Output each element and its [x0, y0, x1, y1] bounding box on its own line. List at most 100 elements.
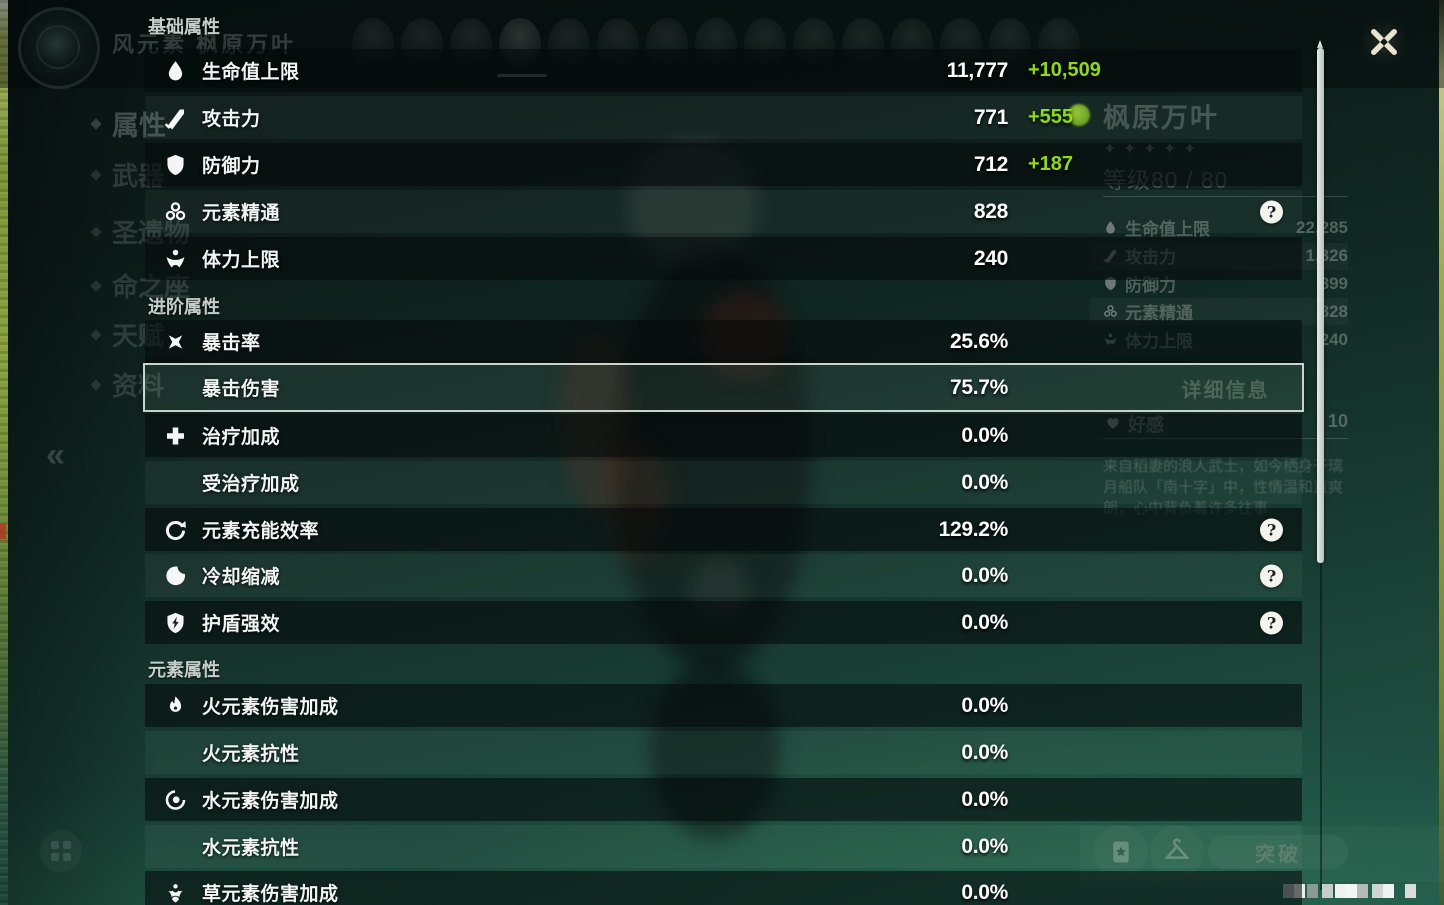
world-edge-red-mark: [0, 524, 6, 539]
world-edge-left-strip: [0, 0, 8, 905]
stat-bonus: +555: [1028, 106, 1074, 128]
stat-row-hydro-dmg-bonus[interactable]: 水元素伤害加成 0.0%: [145, 778, 1302, 821]
ascend-button[interactable]: 突破: [1208, 835, 1348, 869]
help-icon[interactable]: ?: [1260, 564, 1283, 587]
stat-row-shield-strength[interactable]: 护盾强效 0.0% ?: [145, 601, 1302, 644]
stat-row-dendro-dmg-bonus[interactable]: 草元素伤害加成 0.0%: [145, 871, 1302, 905]
stat-row-max-stamina[interactable]: 体力上限 240: [145, 237, 1302, 280]
diamond-bullet-icon: [90, 328, 102, 341]
bg-stat-label: 生命值上限: [1125, 220, 1210, 239]
stat-value: 0.0%: [961, 787, 1008, 811]
stat-value: 0.0%: [961, 470, 1008, 494]
elemental-mastery-icon: [164, 200, 187, 223]
dendro-icon: [164, 881, 187, 904]
stat-row-energy-recharge[interactable]: 元素充能效率 129.2% ?: [145, 508, 1302, 551]
stat-value: 0.0%: [961, 563, 1008, 587]
stat-label: 护盾强效: [202, 614, 281, 635]
mosaic-block: [1322, 884, 1333, 898]
mosaic-block: [1335, 884, 1346, 898]
bg-stat-row: 元素精通 828: [1103, 298, 1348, 325]
bg-stat-label: 防御力: [1125, 276, 1176, 295]
bg-stat-row: 防御力 899: [1103, 270, 1348, 297]
character-name: 枫原万叶: [1103, 103, 1219, 133]
scrollbar-thumb[interactable]: [1317, 48, 1324, 563]
menu-button[interactable]: [40, 830, 82, 872]
stat-row-healing-bonus[interactable]: 治疗加成 0.0%: [145, 414, 1302, 457]
help-icon[interactable]: ?: [1260, 518, 1283, 541]
scrollbar-tip: [1317, 40, 1323, 48]
stat-row-hydro-res[interactable]: 水元素抗性 0.0%: [145, 825, 1302, 868]
stat-label: 元素精通: [202, 203, 281, 224]
def-icon: [164, 153, 187, 176]
hp-icon: [164, 59, 187, 82]
left-shade: [8, 0, 158, 905]
sidebar-item-label: 属性: [112, 111, 166, 141]
stat-label: 元素充能效率: [202, 521, 320, 542]
bg-stat-value: 240: [1319, 329, 1348, 349]
stat-value: 0.0%: [961, 880, 1008, 904]
mosaic-block: [1307, 884, 1318, 898]
stat-value: 0.0%: [961, 423, 1008, 447]
stat-label: 水元素伤害加成: [202, 791, 339, 812]
stat-row-pyro-res[interactable]: 火元素抗性 0.0%: [145, 731, 1302, 774]
stat-label: 火元素伤害加成: [202, 697, 339, 718]
stat-row-max-hp[interactable]: 生命值上限 11,777 +10,509: [145, 49, 1302, 92]
mosaic-block: [1405, 884, 1416, 898]
close-icon: [1367, 25, 1401, 59]
healing-bonus-icon: [164, 424, 187, 447]
character-description-line: 月船队「南十字」中，性情温和直爽: [1103, 479, 1344, 496]
world-edge-right-strip: [1439, 0, 1444, 905]
stat-value: 0.0%: [961, 834, 1008, 858]
bg-stat-row: 生命值上限 22,285: [1103, 214, 1348, 241]
stat-row-def[interactable]: 防御力 712 +187: [145, 143, 1302, 186]
stat-row-crit-dmg-selected[interactable]: 暴击伤害 75.7%: [143, 363, 1304, 412]
diamond-bullet-icon: [90, 378, 102, 391]
stat-value: 25.6%: [949, 329, 1008, 353]
crit-rate-icon: [164, 330, 187, 353]
shield-strength-icon: [164, 611, 187, 634]
stat-value: 129.2%: [938, 517, 1009, 541]
stat-value: 828: [973, 199, 1008, 223]
hydro-icon: [164, 788, 187, 811]
sidebar-item-attributes[interactable]: 属性: [90, 104, 166, 143]
stat-value: 0.0%: [961, 610, 1008, 634]
stat-row-pyro-dmg-bonus[interactable]: 火元素伤害加成 0.0%: [145, 684, 1302, 727]
stat-row-incoming-healing-bonus[interactable]: 受治疗加成 0.0%: [145, 461, 1302, 504]
stat-label: 暴击率: [202, 333, 261, 354]
stat-label: 草元素伤害加成: [202, 884, 339, 905]
element-emblem-core: [36, 25, 80, 69]
stat-row-cd-reduction[interactable]: 冷却缩减 0.0% ?: [145, 554, 1302, 597]
bg-stat-value: 828: [1319, 301, 1348, 321]
diamond-bullet-icon: [90, 117, 102, 130]
stat-label: 生命值上限: [202, 62, 300, 83]
help-icon[interactable]: ?: [1260, 200, 1283, 223]
mosaic-block: [1346, 884, 1357, 898]
stat-row-crit-rate[interactable]: 暴击率 25.6%: [145, 320, 1302, 363]
details-button[interactable]: 详细信息: [1181, 380, 1270, 402]
character-description-line: 来自稻妻的浪人武士，如今栖身于璃: [1103, 458, 1344, 475]
stat-label: 体力上限: [202, 250, 281, 271]
mosaic-block: [1357, 884, 1368, 898]
stat-row-elemental-mastery[interactable]: 元素精通 828 ?: [145, 190, 1302, 233]
section-title-advanced-attributes: 进阶属性: [148, 297, 220, 317]
stat-label: 受治疗加成: [202, 474, 300, 495]
diamond-bullet-icon: [90, 225, 102, 238]
bg-stat-value: 899: [1319, 273, 1348, 293]
close-button[interactable]: [1360, 18, 1408, 66]
stat-label: 暴击伤害: [202, 379, 281, 400]
stat-bonus: +10,509: [1028, 59, 1101, 81]
diamond-bullet-icon: [90, 168, 102, 181]
energy-recharge-icon: [164, 518, 187, 541]
stamina-icon: [164, 247, 187, 270]
stat-value: 11,777: [946, 58, 1009, 82]
stat-value: 712: [973, 152, 1008, 176]
stat-row-atk[interactable]: 攻击力 771 +555: [145, 96, 1302, 139]
sidebar-item-profile[interactable]: 资料: [90, 366, 164, 403]
stat-label: 冷却缩减: [202, 567, 281, 588]
pyro-icon: [164, 694, 187, 717]
collapse-chevron-icon[interactable]: «: [46, 436, 65, 474]
section-title-base-attributes: 基础属性: [148, 17, 220, 37]
menu-grid-icon: [51, 841, 59, 849]
help-icon[interactable]: ?: [1260, 611, 1283, 634]
bg-stat-label: 元素精通: [1125, 304, 1193, 323]
